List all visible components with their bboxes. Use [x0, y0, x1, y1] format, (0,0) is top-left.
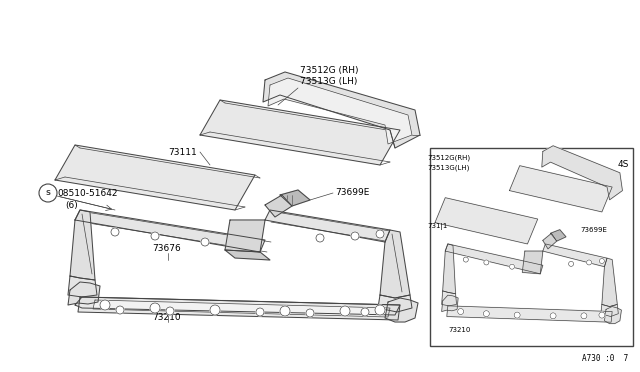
Polygon shape	[265, 210, 390, 242]
Polygon shape	[442, 295, 458, 311]
Text: S: S	[45, 190, 51, 196]
Polygon shape	[70, 210, 95, 280]
Polygon shape	[265, 195, 292, 217]
Polygon shape	[200, 100, 400, 165]
Text: 73513G(LH): 73513G(LH)	[428, 164, 470, 171]
Circle shape	[376, 230, 384, 238]
Polygon shape	[268, 78, 412, 144]
Polygon shape	[78, 297, 400, 320]
Polygon shape	[68, 276, 97, 297]
Circle shape	[116, 306, 124, 314]
Circle shape	[483, 311, 490, 317]
Polygon shape	[225, 220, 265, 252]
Polygon shape	[447, 306, 612, 322]
Polygon shape	[522, 251, 543, 274]
Polygon shape	[75, 297, 400, 315]
Text: 73111: 73111	[168, 148, 196, 157]
Circle shape	[351, 232, 359, 240]
Bar	[430, 148, 633, 346]
Circle shape	[256, 308, 264, 316]
Polygon shape	[445, 244, 543, 274]
Polygon shape	[542, 146, 623, 200]
Text: 73513G (LH): 73513G (LH)	[300, 77, 357, 86]
Circle shape	[509, 264, 515, 269]
Text: (6): (6)	[65, 201, 77, 209]
Circle shape	[150, 303, 160, 313]
Circle shape	[361, 308, 369, 316]
Polygon shape	[550, 230, 566, 241]
Polygon shape	[543, 233, 557, 249]
Circle shape	[581, 313, 587, 319]
Circle shape	[151, 232, 159, 240]
Circle shape	[586, 260, 591, 265]
Text: A730 :0  7: A730 :0 7	[582, 354, 628, 363]
Polygon shape	[225, 250, 270, 260]
Text: 73210: 73210	[152, 314, 180, 323]
Polygon shape	[280, 190, 310, 206]
Text: 73512G(RH): 73512G(RH)	[428, 154, 470, 161]
Circle shape	[550, 313, 556, 319]
Text: 08510-51642: 08510-51642	[57, 189, 118, 198]
Circle shape	[484, 260, 489, 265]
Polygon shape	[380, 230, 410, 298]
Polygon shape	[68, 282, 100, 305]
Polygon shape	[378, 295, 412, 312]
Text: 73699E: 73699E	[580, 227, 607, 233]
Text: 73512G (RH): 73512G (RH)	[300, 66, 358, 75]
Circle shape	[166, 307, 174, 315]
Polygon shape	[509, 166, 612, 212]
Text: 73210: 73210	[448, 327, 470, 333]
Polygon shape	[604, 307, 621, 324]
Circle shape	[340, 306, 350, 316]
Polygon shape	[601, 304, 618, 317]
Text: 731|1: 731|1	[428, 223, 448, 230]
Polygon shape	[443, 244, 456, 294]
Circle shape	[210, 305, 220, 315]
Circle shape	[201, 238, 209, 246]
Circle shape	[599, 312, 605, 318]
Circle shape	[39, 184, 57, 202]
Polygon shape	[263, 72, 420, 148]
Text: 73699E: 73699E	[335, 187, 369, 196]
Text: 4S: 4S	[618, 160, 629, 169]
Circle shape	[306, 309, 314, 317]
Circle shape	[375, 305, 385, 315]
Circle shape	[600, 259, 604, 263]
Polygon shape	[442, 291, 456, 306]
Circle shape	[514, 312, 520, 318]
Circle shape	[280, 306, 290, 316]
Polygon shape	[435, 198, 538, 244]
Polygon shape	[543, 244, 607, 267]
Polygon shape	[55, 145, 255, 210]
Polygon shape	[602, 258, 618, 307]
Text: 73676: 73676	[152, 244, 180, 253]
Polygon shape	[385, 298, 418, 322]
Circle shape	[111, 228, 119, 236]
Circle shape	[463, 257, 468, 262]
Polygon shape	[75, 210, 265, 252]
Polygon shape	[93, 300, 390, 317]
Circle shape	[458, 308, 463, 315]
Circle shape	[568, 262, 573, 266]
Circle shape	[316, 234, 324, 242]
Circle shape	[100, 300, 110, 310]
